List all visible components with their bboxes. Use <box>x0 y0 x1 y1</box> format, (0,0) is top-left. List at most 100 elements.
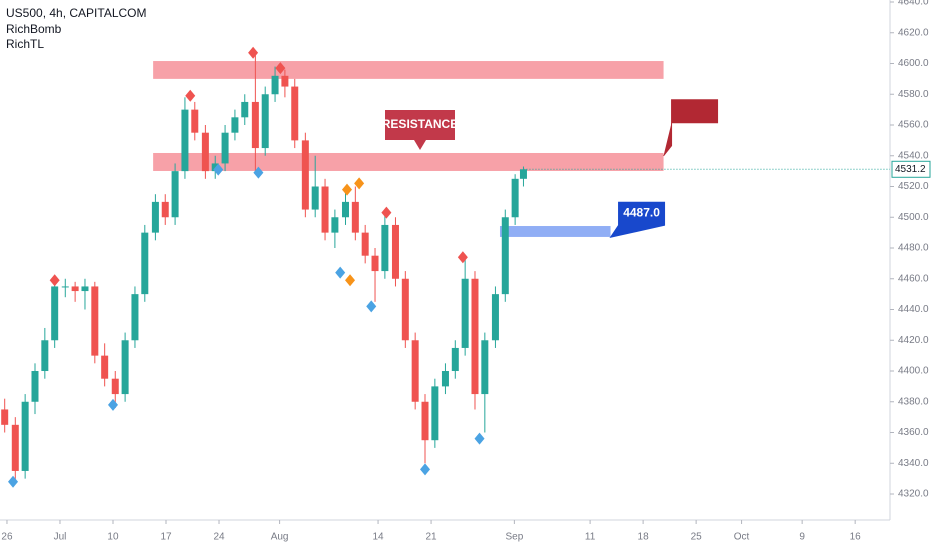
x-tick-label: 17 <box>160 532 172 543</box>
y-tick-label: 4560.0 <box>898 120 929 131</box>
candle-body <box>501 217 509 295</box>
x-tick-label: Oct <box>734 532 750 543</box>
zone <box>153 152 664 171</box>
y-tick-label: 4640.0 <box>898 0 929 8</box>
candle-body <box>481 340 489 395</box>
candle-body <box>431 386 439 441</box>
symbol-title: US500, 4h, CAPITALCOM <box>6 6 147 20</box>
candle-body <box>11 424 19 471</box>
y-tick-label: 4540.0 <box>898 150 929 161</box>
candle-body <box>251 101 259 149</box>
candle-body <box>271 75 279 95</box>
indicator-name: RichBomb <box>6 22 62 36</box>
y-tick-label: 4600.0 <box>898 58 929 69</box>
signal-marker <box>381 206 392 219</box>
signal-marker <box>8 475 19 488</box>
candle-body <box>121 340 129 395</box>
level-text: 4540.0 <box>676 126 713 140</box>
candle-body <box>411 340 419 402</box>
signal-marker <box>366 300 377 313</box>
y-tick-label: 4460.0 <box>898 273 929 284</box>
x-tick-label: 9 <box>799 532 805 543</box>
candle-body <box>181 109 189 172</box>
candle-body <box>331 217 339 233</box>
y-tick-label: 4620.0 <box>898 27 929 38</box>
x-tick-label: 10 <box>107 532 119 543</box>
candle-body <box>221 132 229 164</box>
candle-body <box>1 409 9 425</box>
last-price-box <box>891 160 931 178</box>
candle-body <box>31 371 39 402</box>
signal-marker <box>248 46 259 59</box>
x-tick-label: 11 <box>585 532 596 543</box>
y-tick-label: 4520.0 <box>898 181 929 192</box>
candle-body <box>111 378 119 395</box>
y-tick-label: 4420.0 <box>898 335 929 346</box>
signal-marker <box>253 166 264 179</box>
candle-body <box>281 75 289 87</box>
signal-marker <box>342 183 353 196</box>
resistance-callout <box>385 110 455 150</box>
signal-marker <box>213 163 224 176</box>
candle-body <box>231 117 239 133</box>
level-text: 4487.0 <box>623 205 660 219</box>
y-tick-label: 4340.0 <box>898 458 929 469</box>
y-tick-label: 4380.0 <box>898 396 929 407</box>
candle-body <box>241 101 249 118</box>
candle-body <box>511 178 519 218</box>
candle-body <box>61 286 69 288</box>
x-tick-label: 25 <box>691 532 703 543</box>
candle-body <box>491 294 499 341</box>
signal-marker <box>474 432 485 445</box>
candle-body <box>381 224 389 272</box>
y-tick-label: 4580.0 <box>898 89 929 100</box>
x-tick-label: 18 <box>638 532 650 543</box>
candle-body <box>441 371 449 387</box>
candle-body <box>151 201 159 233</box>
y-tick-label: 4360.0 <box>898 427 929 438</box>
candle-body <box>351 201 359 233</box>
x-tick-label: 21 <box>426 532 438 543</box>
y-tick-label: 4500.0 <box>898 212 929 223</box>
signal-marker <box>275 62 286 75</box>
resistance-text: RESISTANCE <box>382 117 458 131</box>
candle-body <box>191 109 199 133</box>
x-tick-label: 26 <box>1 532 13 543</box>
candle-body <box>301 140 309 210</box>
x-tick-label: 16 <box>850 532 862 543</box>
x-tick-label: 24 <box>213 532 225 543</box>
signal-marker <box>335 266 346 279</box>
x-tick-label: Aug <box>271 532 289 543</box>
signal-marker <box>345 274 356 287</box>
zone <box>153 61 664 79</box>
candle-body <box>361 232 369 256</box>
candle-body <box>321 186 329 233</box>
x-tick-label: 14 <box>372 532 384 543</box>
y-tick-label: 4480.0 <box>898 243 929 254</box>
candle-body <box>71 286 79 292</box>
candle-body <box>461 278 469 348</box>
indicator-name: RichTL <box>6 37 44 51</box>
candle-body <box>311 186 319 210</box>
candle-body <box>519 169 527 179</box>
candle-body <box>471 278 479 395</box>
candle-body <box>81 286 89 292</box>
x-tick-label: Jul <box>54 532 67 543</box>
candle-body <box>201 132 209 172</box>
signal-marker <box>107 398 118 411</box>
signal-marker <box>185 89 196 102</box>
y-tick-label: 4320.0 <box>898 489 929 500</box>
signal-marker <box>457 251 468 264</box>
x-tick-label: Sep <box>505 532 523 543</box>
level-callout <box>609 201 666 239</box>
y-tick-label: 4440.0 <box>898 304 929 315</box>
candle-body <box>261 94 269 149</box>
signal-marker <box>49 274 60 287</box>
signal-marker <box>420 463 431 476</box>
y-tick-label: 4400.0 <box>898 366 929 377</box>
candle-body <box>371 255 379 272</box>
candle-body <box>341 201 349 218</box>
